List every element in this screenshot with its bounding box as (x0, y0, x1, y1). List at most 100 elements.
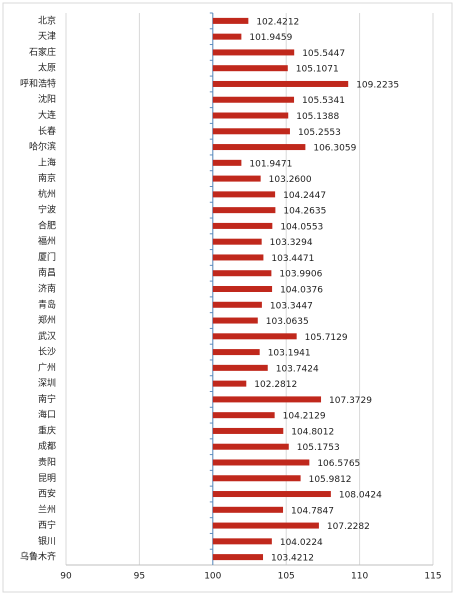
y-tick-label: 厦门 (38, 251, 56, 263)
y-tick-label: 郑州 (38, 314, 56, 326)
x-tick-label: 105 (278, 572, 295, 582)
y-tick-label: 南昌 (38, 267, 56, 279)
x-tick-label: 110 (351, 572, 368, 582)
bar (212, 175, 261, 182)
y-tick-label: 哈尔滨 (29, 141, 56, 153)
y-tick-label: 乌鲁木齐 (20, 551, 56, 563)
y-tick-label: 海口 (38, 409, 56, 421)
y-tick-label: 昆明 (38, 473, 56, 484)
bar (212, 222, 273, 229)
value-label: 104.0553 (280, 222, 323, 232)
value-label: 106.5765 (317, 459, 360, 469)
bar (212, 380, 247, 387)
value-label: 103.9906 (279, 270, 322, 280)
y-tick-label: 兰州 (38, 503, 56, 515)
value-label: 101.9471 (249, 159, 292, 169)
bar (212, 522, 319, 529)
value-label: 103.3447 (270, 301, 313, 311)
value-label: 104.2447 (283, 191, 326, 201)
y-tick-label: 大连 (38, 109, 56, 121)
value-label: 101.9459 (249, 33, 292, 43)
value-label: 103.3294 (270, 238, 313, 248)
bar (212, 364, 268, 371)
value-label: 104.2129 (283, 412, 326, 422)
value-label: 104.2635 (283, 207, 326, 217)
bar (212, 538, 272, 545)
y-tick-label: 合肥 (38, 219, 56, 231)
bar (212, 112, 289, 119)
bar (212, 144, 306, 151)
bar (212, 96, 295, 103)
bar (212, 80, 349, 87)
bar (212, 191, 276, 198)
bar (212, 317, 258, 324)
value-label: 104.8012 (291, 427, 334, 437)
value-label: 103.2600 (269, 175, 312, 185)
y-tick-label: 南宁 (38, 393, 56, 405)
x-tick-label: 90 (60, 572, 72, 582)
bar (212, 427, 284, 434)
value-label: 105.5341 (302, 96, 345, 106)
y-tick-label: 天津 (38, 31, 56, 42)
y-tick-label: 石家庄 (29, 46, 56, 58)
bar (212, 17, 249, 24)
bar (212, 333, 297, 340)
y-tick-label: 贵阳 (38, 456, 56, 468)
bar (212, 286, 273, 292)
y-tick-label: 沈阳 (38, 93, 56, 105)
bar (212, 491, 331, 498)
value-label: 103.4212 (271, 554, 314, 564)
bar (212, 301, 262, 308)
y-tick-label: 南京 (38, 172, 56, 184)
value-label: 102.4212 (256, 17, 299, 27)
y-tick-label: 太原 (38, 62, 56, 74)
y-tick-label: 银川 (38, 535, 56, 547)
x-tick-label: 115 (424, 572, 441, 582)
y-tick-label: 福州 (38, 235, 56, 247)
bar (212, 128, 290, 135)
bar (212, 475, 301, 482)
bar (212, 270, 272, 277)
y-tick-label: 重庆 (38, 424, 56, 436)
y-tick-label: 济南 (38, 283, 56, 295)
value-label: 107.3729 (329, 396, 372, 406)
y-tick-label: 武汉 (38, 330, 56, 342)
value-label: 105.7129 (305, 333, 348, 343)
bar (212, 33, 242, 40)
value-label: 105.2553 (298, 128, 341, 138)
value-label: 109.2235 (356, 80, 399, 90)
value-label: 104.0224 (280, 538, 323, 548)
y-tick-label: 长沙 (38, 346, 56, 358)
y-tick-label: 青岛 (38, 298, 56, 310)
value-label: 103.1941 (268, 349, 311, 359)
bar (212, 159, 242, 166)
bar (212, 254, 264, 261)
bar (212, 349, 260, 356)
bar (212, 49, 295, 56)
value-label: 106.3059 (313, 144, 356, 154)
y-tick-label: 杭州 (38, 188, 56, 200)
y-tick-label: 宁波 (38, 204, 56, 216)
y-tick-label: 成都 (38, 440, 56, 452)
value-label: 105.5447 (302, 49, 345, 59)
bar (212, 459, 310, 466)
value-label: 102.2812 (254, 380, 297, 390)
value-label: 104.7847 (291, 506, 334, 516)
value-label: 108.0424 (339, 491, 382, 501)
value-label: 104.0376 (280, 286, 323, 296)
y-tick-label: 西安 (38, 488, 56, 500)
bar (212, 412, 275, 419)
value-label: 103.4471 (271, 254, 314, 264)
value-label: 103.7424 (276, 364, 319, 374)
y-tick-label: 深圳 (38, 378, 56, 389)
y-tick-label: 广州 (38, 361, 56, 373)
y-tick-label: 西宁 (38, 519, 56, 531)
bar (212, 238, 262, 245)
y-tick-label: 上海 (38, 156, 56, 168)
value-label: 105.9812 (309, 475, 352, 485)
value-label: 105.1071 (296, 65, 339, 75)
value-label: 105.1388 (296, 112, 339, 122)
bar (212, 506, 284, 513)
y-tick-label: 呼和浩特 (20, 77, 56, 89)
